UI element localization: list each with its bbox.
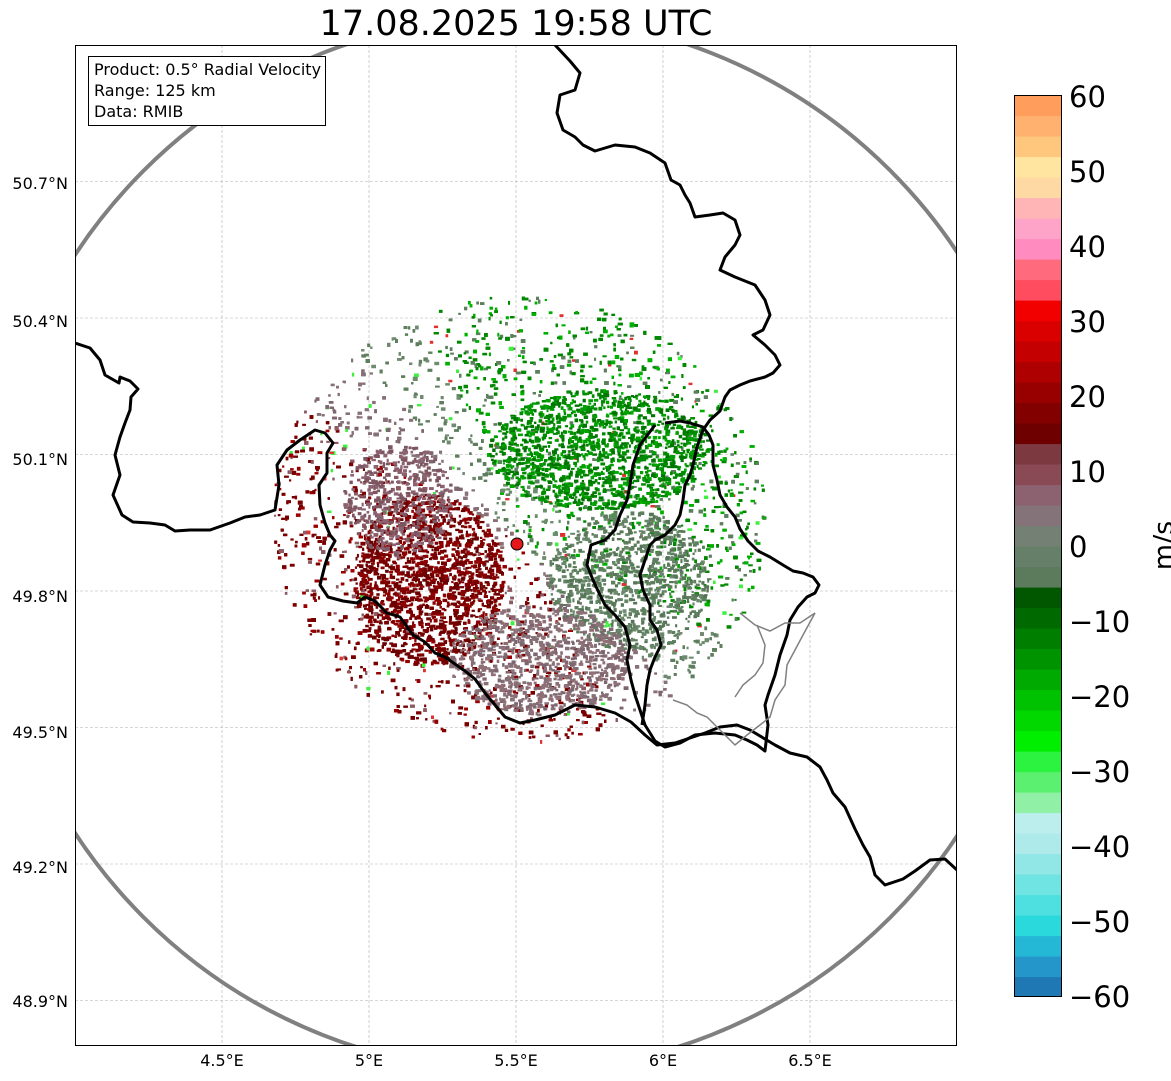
colorbar-tick: 60: [1069, 80, 1106, 114]
lon-tick: 6.5°E: [788, 1051, 832, 1070]
lat-tick: 49.5°N: [12, 723, 68, 742]
colorbar-band: [1014, 689, 1062, 711]
country-borders: [75, 45, 957, 887]
colorbar-band: [1014, 361, 1062, 383]
colorbar-band: [1014, 300, 1062, 322]
colorbar-tick: −20: [1069, 680, 1131, 714]
info-line-product: Product: 0.5° Radial Velocity: [94, 60, 322, 79]
colorbar-label: m/s: [1148, 520, 1171, 571]
lat-tick: 50.1°N: [12, 450, 68, 469]
colorbar-band: [1014, 669, 1062, 691]
colorbar-band: [1014, 771, 1062, 793]
colorbar-band: [1014, 566, 1062, 588]
colorbar-band: [1014, 177, 1062, 199]
colorbar-tick: 0: [1069, 530, 1088, 564]
colorbar-band: [1014, 443, 1062, 465]
lon-tick: 4.5°E: [200, 1051, 244, 1070]
colorbar-tick: 50: [1069, 155, 1106, 189]
colorbar-band: [1014, 730, 1062, 752]
colorbar-band: [1014, 484, 1062, 506]
colorbar-tick: −60: [1069, 980, 1131, 1014]
colorbar-tick: −30: [1069, 755, 1131, 789]
lat-tick: 50.7°N: [12, 174, 68, 193]
colorbar-band: [1014, 710, 1062, 732]
colorbar-band: [1014, 382, 1062, 404]
colorbar-band: [1014, 628, 1062, 650]
colorbar-tick: −40: [1069, 830, 1131, 864]
lat-tick: 49.8°N: [12, 587, 68, 606]
colorbar-band: [1014, 833, 1062, 855]
lat-tick: 48.9°N: [12, 992, 68, 1011]
colorbar-band: [1014, 259, 1062, 281]
colorbar-band: [1014, 792, 1062, 814]
colorbar-band: [1014, 423, 1062, 445]
lat-tick: 50.4°N: [12, 312, 68, 331]
colorbar-band: [1014, 587, 1062, 609]
velocity-echoes: [274, 296, 767, 744]
colorbar-tick: 20: [1069, 380, 1106, 414]
product-info-box: Product: 0.5° Radial Velocity Range: 125…: [88, 56, 327, 126]
colorbar-band: [1014, 320, 1062, 342]
colorbar-band: [1014, 853, 1062, 875]
lat-tick: 49.2°N: [12, 858, 68, 877]
colorbar-band: [1014, 95, 1062, 117]
colorbar-band: [1014, 197, 1062, 219]
colorbar-band: [1014, 874, 1062, 896]
radar-map[interactable]: [75, 45, 957, 1046]
colorbar-band: [1014, 136, 1062, 158]
colorbar-band: [1014, 218, 1062, 240]
colorbar-band: [1014, 751, 1062, 773]
velocity-colorbar: [1014, 95, 1062, 997]
colorbar-band: [1014, 525, 1062, 547]
region-borders: [672, 612, 816, 747]
colorbar-band: [1014, 238, 1062, 260]
colorbar-band: [1014, 812, 1062, 834]
radar-site-marker[interactable]: [510, 537, 524, 551]
info-line-range: Range: 125 km: [94, 81, 216, 100]
colorbar-band: [1014, 156, 1062, 178]
colorbar-band: [1014, 505, 1062, 527]
colorbar-band: [1014, 546, 1062, 568]
lon-tick: 5.5°E: [494, 1051, 538, 1070]
colorbar-band: [1014, 607, 1062, 629]
colorbar-band: [1014, 935, 1062, 957]
colorbar-band: [1014, 648, 1062, 670]
info-line-source: Data: RMIB: [94, 102, 184, 121]
colorbar-band: [1014, 956, 1062, 978]
colorbar-band: [1014, 341, 1062, 363]
lon-tick: 5°E: [354, 1051, 384, 1070]
colorbar-band: [1014, 279, 1062, 301]
colorbar-tick: 10: [1069, 455, 1106, 489]
colorbar-tick: −50: [1069, 905, 1131, 939]
colorbar-band: [1014, 402, 1062, 424]
colorbar-band: [1014, 115, 1062, 137]
lon-tick: 6°E: [648, 1051, 678, 1070]
colorbar-band: [1014, 894, 1062, 916]
chart-title: 17.08.2025 19:58 UTC: [319, 4, 713, 44]
colorbar-band: [1014, 464, 1062, 486]
colorbar-band: [1014, 976, 1062, 997]
colorbar-band: [1014, 915, 1062, 937]
colorbar-tick: 40: [1069, 230, 1106, 264]
colorbar-tick: 30: [1069, 305, 1106, 339]
colorbar-tick: −10: [1069, 605, 1131, 639]
